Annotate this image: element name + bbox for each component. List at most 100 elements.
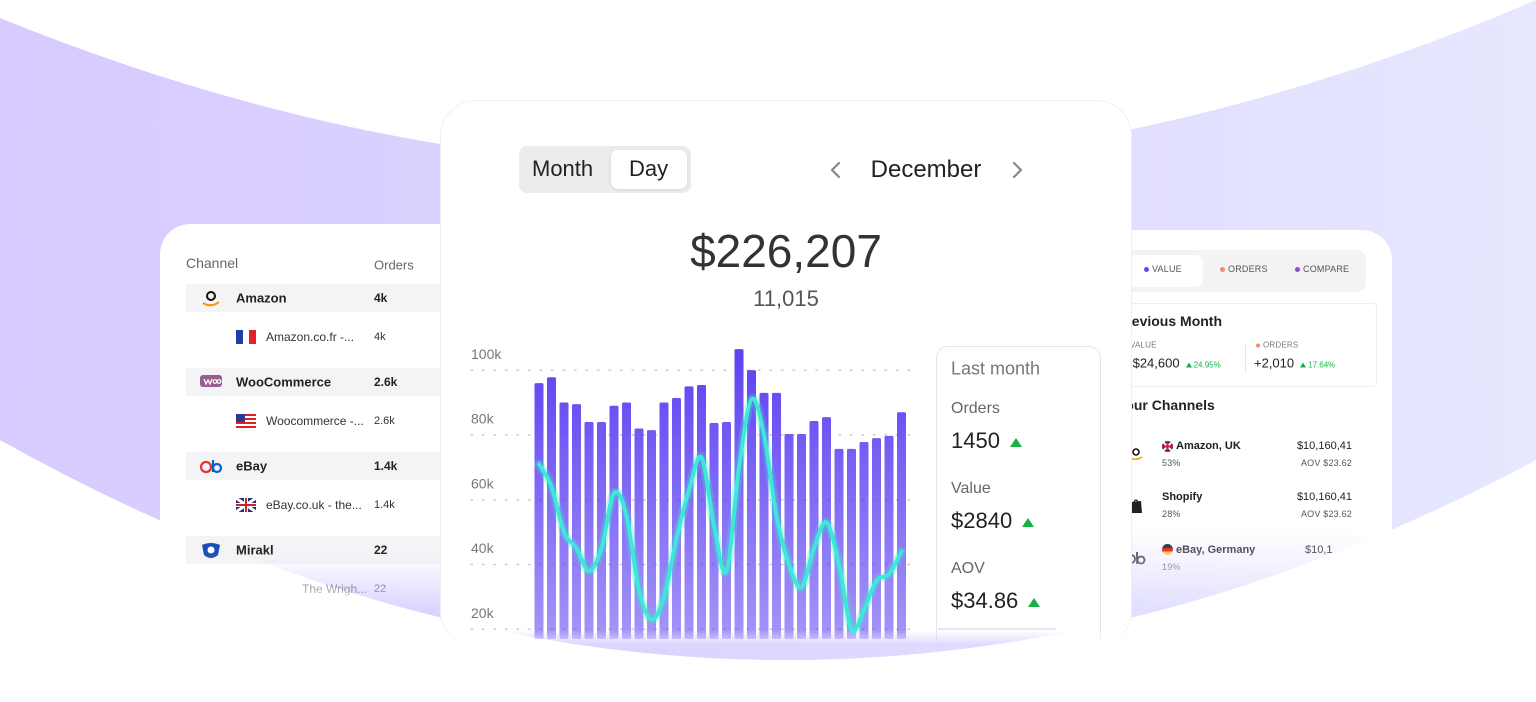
tab-label: ORDERS — [1228, 264, 1268, 274]
bar — [734, 349, 744, 639]
channel-name: eBay — [236, 458, 268, 474]
toggle-option[interactable]: Month — [532, 156, 594, 181]
divider — [1245, 343, 1246, 373]
amazon-logo — [202, 291, 220, 307]
channel-row[interactable] — [186, 452, 490, 480]
tab[interactable]: ORDERS — [1220, 264, 1268, 274]
bar — [609, 405, 619, 639]
shopify-logo — [1130, 499, 1142, 513]
store-orders: 22 — [374, 583, 387, 595]
toggle-option[interactable]: Day — [629, 156, 669, 181]
metric-number: +2,010 — [1254, 355, 1295, 371]
bar — [859, 442, 869, 639]
woocommerce-logo — [200, 375, 222, 387]
channel-share: 53% — [1162, 458, 1181, 468]
metric-label: Value — [951, 480, 991, 497]
last-month-box — [936, 346, 1101, 646]
channel-share: 19% — [1162, 562, 1181, 572]
channel-name: eBay, Germany — [1176, 544, 1256, 556]
channel-orders: 2.6k — [374, 375, 398, 389]
store-name: Amazon.co.fr -... — [266, 330, 355, 344]
y-tick-label: 80k — [471, 411, 495, 427]
ebay-logo — [200, 460, 222, 474]
channel-name: Amazon, UK — [1176, 440, 1241, 452]
store-name: Woocommerce -... — [266, 414, 364, 428]
channel-orders: 1.4k — [374, 459, 398, 473]
channel-row[interactable] — [186, 368, 490, 396]
column-header: Channel — [186, 255, 239, 271]
channel-row[interactable] — [186, 536, 490, 564]
up-indicator — [1028, 597, 1041, 607]
metric-label: Orders — [951, 400, 1000, 417]
change-text: 24.95% — [1193, 360, 1221, 370]
store-orders: 2.6k — [374, 415, 395, 427]
metric-change: 24.95% — [1185, 360, 1221, 370]
channel-aov: AOV $23.62 — [1300, 509, 1352, 519]
channel-share: 28% — [1162, 509, 1181, 519]
channel-name: Shopify — [1162, 491, 1203, 503]
channel-row[interactable] — [186, 284, 490, 312]
toggle-active[interactable] — [611, 150, 687, 189]
bar — [584, 421, 594, 639]
bar — [897, 412, 906, 639]
bar — [722, 421, 731, 639]
bar — [697, 385, 706, 639]
metric-label: AOV — [951, 560, 985, 577]
metric-number: +$24,600 — [1125, 355, 1180, 371]
channel-value: $10,160,41 — [1296, 440, 1352, 452]
tab[interactable]: VALUE — [1144, 264, 1182, 274]
period-label: December — [870, 156, 982, 183]
bar — [747, 370, 756, 639]
channel-orders: 22 — [374, 543, 388, 557]
tab-label: VALUE — [1152, 264, 1182, 274]
tab-dot — [1295, 267, 1300, 273]
bar — [809, 421, 819, 639]
metric-value: $2840 — [951, 508, 1013, 533]
bar — [647, 430, 656, 639]
change-text: 17.64% — [1308, 360, 1336, 370]
y-tick-label: 40k — [471, 540, 495, 556]
bar — [597, 421, 606, 639]
store-name: The Wrigh... — [302, 582, 368, 596]
metric-value: $34.86 — [951, 588, 1019, 613]
next-button[interactable] — [1010, 160, 1024, 180]
bar — [884, 435, 894, 639]
mirakl-logo — [202, 543, 220, 558]
bar — [684, 386, 694, 639]
metric-row: $34.86 — [951, 588, 1041, 614]
bar — [822, 417, 831, 639]
channel-value: $10,1 — [1305, 544, 1333, 556]
bar — [784, 433, 794, 639]
uk-flag — [236, 498, 256, 512]
bar — [672, 398, 681, 639]
y-tick-label: 100k — [471, 346, 502, 362]
bar — [834, 448, 844, 639]
channels-table-card: Channel Orders Amazon 4k Amazon.co.fr -.… — [160, 224, 490, 614]
channel-orders: 4k — [374, 291, 388, 305]
metric-value: 1450 — [951, 428, 1000, 453]
bar — [872, 438, 881, 639]
channel-value: $10,160,41 — [1296, 491, 1352, 503]
up-indicator — [1022, 517, 1035, 527]
tab[interactable]: COMPARE — [1295, 264, 1349, 274]
summary-card: VALUE ORDERS COMPARE Previous Month VALU… — [1100, 230, 1392, 620]
metric-value: +$24,600 24.95% — [1125, 356, 1221, 371]
bar — [797, 433, 806, 639]
box-title: Last month — [951, 358, 1041, 379]
revenue-card: Month Day December $226,207 11,015 100k 8… — [440, 100, 1132, 647]
channel-name: Mirakl — [236, 542, 274, 558]
section-title: Your Channels — [1117, 397, 1215, 413]
label-text: ORDERS — [1263, 340, 1299, 350]
bar — [572, 404, 581, 639]
column-header: Orders — [374, 257, 414, 273]
bar — [547, 377, 556, 639]
metric-label: ORDERS — [1256, 341, 1298, 350]
channel-name: Amazon — [236, 290, 287, 306]
y-tick-label: 20k — [471, 605, 495, 621]
y-tick-label: 60k — [471, 475, 495, 491]
metric-row: 1450 — [951, 428, 1022, 454]
line — [537, 396, 904, 633]
france-flag — [236, 330, 256, 344]
previous-button[interactable] — [829, 160, 843, 180]
